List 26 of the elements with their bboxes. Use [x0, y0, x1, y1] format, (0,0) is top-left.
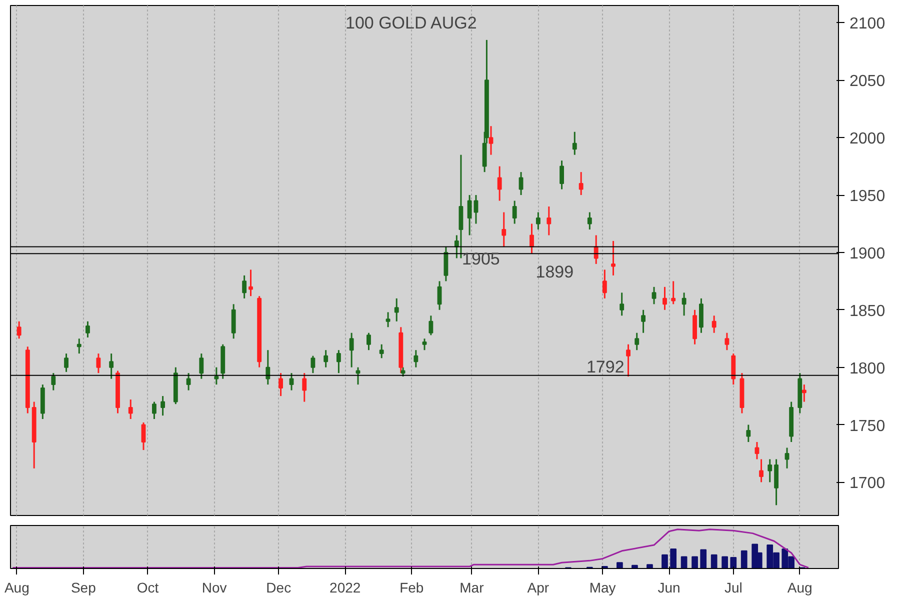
- annotation: 1899: [536, 262, 574, 282]
- y-tick-label: 1900: [850, 245, 886, 262]
- y-tick-label: 1800: [850, 360, 886, 378]
- y-tick-label: 2100: [850, 16, 886, 33]
- annotation: 1905: [462, 250, 500, 269]
- y-tick-label: 2050: [850, 73, 886, 90]
- y-tick-label: 1950: [850, 188, 886, 206]
- x-tick-label: Dec: [266, 580, 292, 596]
- x-tick-label: 2022: [330, 580, 361, 596]
- annotation: 1792: [586, 358, 624, 377]
- y-tick-label: 1750: [850, 418, 886, 435]
- x-tick-label: Jul: [724, 580, 742, 596]
- text: 100 GOLD AUG2: [345, 14, 477, 32]
- x-tick-label: Oct: [136, 580, 159, 596]
- x-tick-label: Mar: [460, 580, 484, 596]
- x-tick-label: Jun: [658, 580, 680, 596]
- x-tick-label: Nov: [202, 580, 227, 596]
- x-tick-label: Apr: [527, 580, 550, 596]
- y-tick-label: 2000: [850, 130, 886, 148]
- x-tick-label: Aug: [787, 580, 812, 596]
- x-tick-label: Aug: [4, 580, 30, 596]
- y-tick-label: 1850: [850, 302, 886, 320]
- x-tick-label: Sep: [70, 580, 96, 596]
- x-tick-label: Feb: [400, 580, 424, 596]
- x-tick-label: May: [589, 580, 616, 596]
- y-tick-label: 1700: [850, 475, 886, 492]
